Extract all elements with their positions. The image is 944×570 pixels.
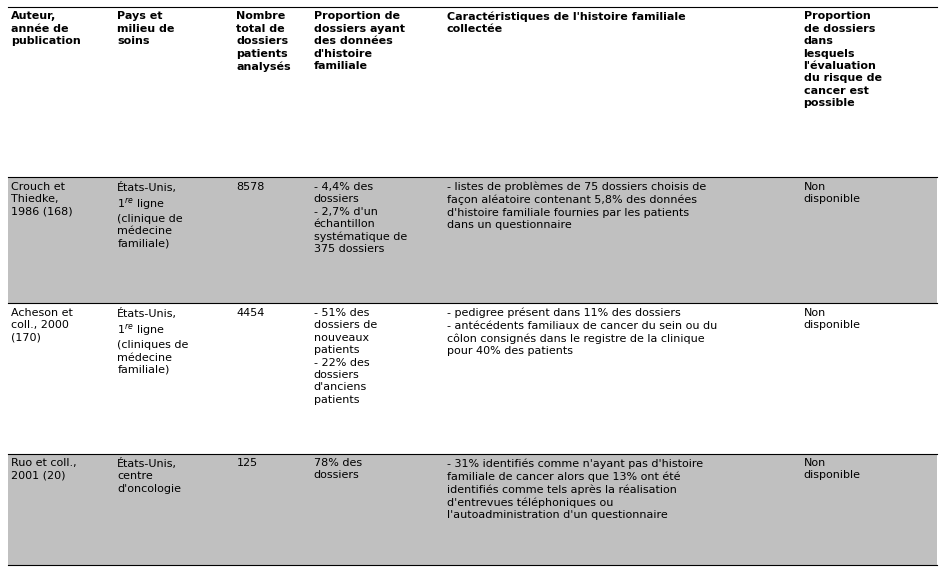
Bar xyxy=(8,303,936,454)
Text: - 4,4% des
dossiers
- 2,7% d'un
échantillon
systématique de
375 dossiers: - 4,4% des dossiers - 2,7% d'un échantil… xyxy=(313,182,406,254)
Text: - 31% identifiés comme n'ayant pas d'histoire
familiale de cancer alors que 13% : - 31% identifiés comme n'ayant pas d'his… xyxy=(447,458,702,520)
Bar xyxy=(8,7,936,177)
Text: Acheson et
coll., 2000
(170): Acheson et coll., 2000 (170) xyxy=(11,308,73,343)
Text: - 51% des
dossiers de
nouveaux
patients
- 22% des
dossiers
d'anciens
patients: - 51% des dossiers de nouveaux patients … xyxy=(313,308,377,405)
Text: Non
disponible: Non disponible xyxy=(802,182,860,204)
Text: Pays et
milieu de
soins: Pays et milieu de soins xyxy=(117,11,175,46)
Text: Proportion de
dossiers ayant
des données
d'histoire
familiale: Proportion de dossiers ayant des données… xyxy=(313,11,404,71)
Text: Auteur,
année de
publication: Auteur, année de publication xyxy=(11,11,81,46)
Text: 125: 125 xyxy=(236,458,257,468)
Text: Non
disponible: Non disponible xyxy=(802,308,860,331)
Text: - listes de problèmes de 75 dossiers choisis de
façon aléatoire contenant 5,8% d: - listes de problèmes de 75 dossiers cho… xyxy=(447,182,705,230)
Text: États-Unis,
1$^{re}$ ligne
(cliniques de
médecine
familiale): États-Unis, 1$^{re}$ ligne (cliniques de… xyxy=(117,308,189,375)
Text: Nombre
total de
dossiers
patients
analysés: Nombre total de dossiers patients analys… xyxy=(236,11,291,72)
Text: États-Unis,
centre
d'oncologie: États-Unis, centre d'oncologie xyxy=(117,458,181,494)
Text: Ruo et coll.,
2001 (20): Ruo et coll., 2001 (20) xyxy=(11,458,76,481)
Text: Crouch et
Thiedke,
1986 (168): Crouch et Thiedke, 1986 (168) xyxy=(11,182,73,217)
Text: Proportion
de dossiers
dans
lesquels
l'évaluation
du risque de
cancer est
possib: Proportion de dossiers dans lesquels l'é… xyxy=(802,11,881,108)
Bar xyxy=(8,177,936,303)
Text: - pedigree présent dans 11% des dossiers
- antécédents familiaux de cancer du se: - pedigree présent dans 11% des dossiers… xyxy=(447,308,716,356)
Text: 4454: 4454 xyxy=(236,308,264,318)
Bar xyxy=(8,454,936,565)
Text: Caractéristiques de l'histoire familiale
collectée: Caractéristiques de l'histoire familiale… xyxy=(447,11,684,34)
Text: 8578: 8578 xyxy=(236,182,264,192)
Text: Non
disponible: Non disponible xyxy=(802,458,860,481)
Text: États-Unis,
1$^{re}$ ligne
(clinique de
médecine
familiale): États-Unis, 1$^{re}$ ligne (clinique de … xyxy=(117,182,183,249)
Text: 78% des
dossiers: 78% des dossiers xyxy=(313,458,362,481)
